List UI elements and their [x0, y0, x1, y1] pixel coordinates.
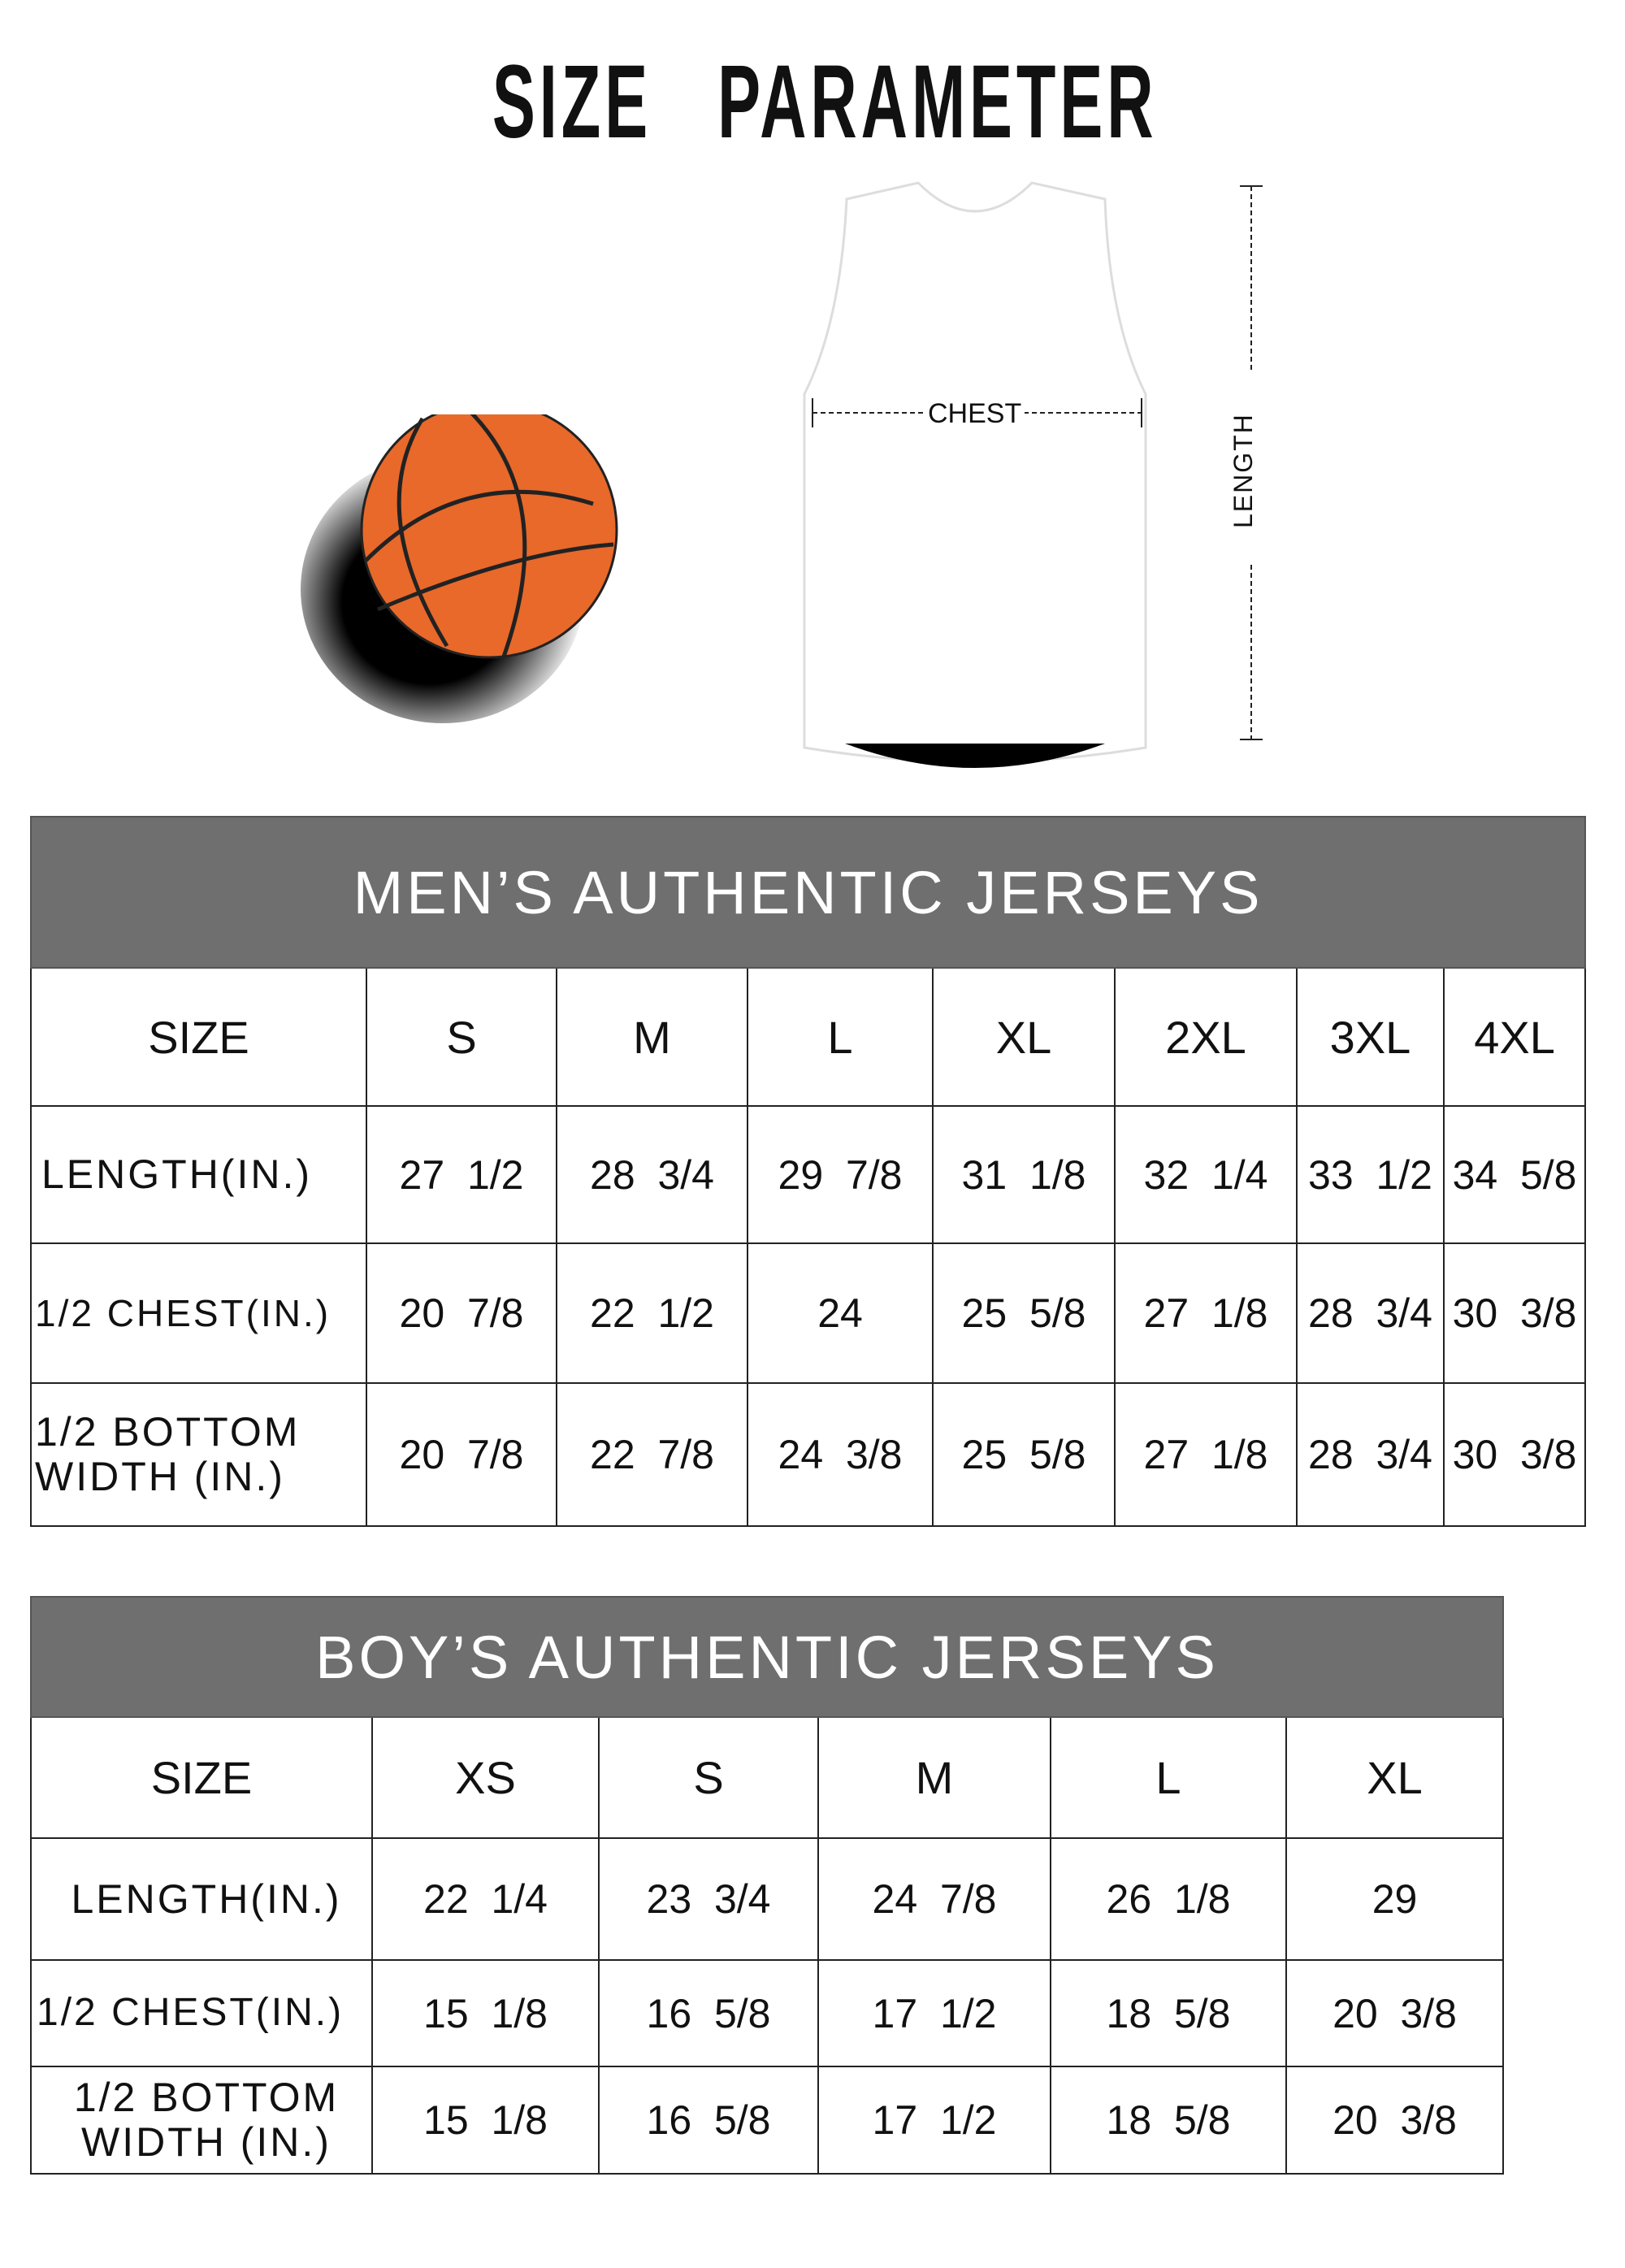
table-cell: 20 3/8 [1285, 1959, 1505, 2067]
table-cell: 29 7/8 [747, 1105, 934, 1244]
table-cell: 15 1/8 [371, 1959, 600, 2067]
column-header: M [817, 1716, 1051, 1839]
row-label: 1/2 CHEST(IN.) [30, 1959, 373, 2067]
column-header: SIZE [30, 967, 367, 1107]
row-label: LENGTH(IN.) [30, 1105, 367, 1244]
table-cell: 24 3/8 [747, 1382, 934, 1527]
table-cell: 15 1/8 [371, 2066, 600, 2175]
table-cell: 22 7/8 [556, 1382, 748, 1527]
table-cell: 20 7/8 [366, 1382, 557, 1527]
mens-size-table: MEN’S AUTHENTIC JERSEYS SIZE S M L XL 2X… [29, 816, 1587, 1527]
basketball-icon [301, 414, 618, 723]
table-cell: 20 7/8 [366, 1242, 557, 1384]
table-cell: 17 1/2 [817, 1959, 1051, 2067]
table-cell: 30 3/8 [1442, 1382, 1587, 1527]
jersey-diagram [803, 181, 1147, 768]
table-cell: 28 3/4 [1296, 1382, 1445, 1527]
length-measure-line [1240, 185, 1263, 740]
column-header: XS [371, 1716, 600, 1839]
row-label: 1/2 BOTTOM WIDTH (IN.) [30, 2066, 373, 2175]
table-cell: 34 5/8 [1442, 1105, 1587, 1244]
table-cell: 18 5/8 [1050, 1959, 1287, 2067]
table-cell: 27 1/8 [1114, 1242, 1298, 1384]
table-cell: 30 3/8 [1442, 1242, 1587, 1384]
table-cell: 23 3/4 [598, 1837, 819, 1961]
chest-label: CHEST [925, 398, 1025, 430]
column-header: L [1050, 1716, 1287, 1839]
table-row: 1/2 BOTTOM WIDTH (IN.) 20 7/8 22 7/8 24 … [30, 1382, 1587, 1527]
row-label: 1/2 CHEST(IN.) [30, 1242, 367, 1384]
table-row: LENGTH(IN.) 27 1/2 28 3/4 29 7/8 31 1/8 … [30, 1105, 1587, 1244]
table-cell: 31 1/8 [932, 1105, 1116, 1244]
table-cell: 32 1/4 [1114, 1105, 1298, 1244]
table-row: 1/2 CHEST(IN.) 15 1/8 16 5/8 17 1/2 18 5… [30, 1959, 1505, 2067]
column-header: 3XL [1296, 967, 1445, 1107]
table-cell: 26 1/8 [1050, 1837, 1287, 1961]
page-title: SIZE PARAMETER [492, 44, 1158, 160]
table-cell: 16 5/8 [598, 2066, 819, 2175]
table-cell: 16 5/8 [598, 1959, 819, 2067]
table-cell: 24 [747, 1242, 934, 1384]
table-cell: 33 1/2 [1296, 1105, 1445, 1244]
table-cell: 17 1/2 [817, 2066, 1051, 2175]
table-cell: 22 1/2 [556, 1242, 748, 1384]
boys-size-table: BOY’S AUTHENTIC JERSEYS SIZE XS S M L XL… [29, 1596, 1505, 2175]
column-header: L [747, 967, 934, 1107]
column-header: S [598, 1716, 819, 1839]
mens-table-heading: MEN’S AUTHENTIC JERSEYS [29, 816, 1587, 969]
column-header: 4XL [1442, 967, 1587, 1107]
table-cell: 29 [1285, 1837, 1505, 1961]
table-cell: 24 7/8 [817, 1837, 1051, 1961]
column-header: M [556, 967, 748, 1107]
table-cell: 28 3/4 [1296, 1242, 1445, 1384]
length-label: LENGTH [1228, 413, 1258, 528]
table-cell: 25 5/8 [932, 1242, 1116, 1384]
table-cell: 22 1/4 [371, 1837, 600, 1961]
row-label: LENGTH(IN.) [30, 1837, 373, 1961]
boys-table-heading: BOY’S AUTHENTIC JERSEYS [29, 1596, 1505, 1718]
column-header: XL [1285, 1716, 1505, 1839]
column-header: S [366, 967, 557, 1107]
table-row: LENGTH(IN.) 22 1/4 23 3/4 24 7/8 26 1/8 … [30, 1837, 1505, 1961]
table-cell: 20 3/8 [1285, 2066, 1505, 2175]
column-header: XL [932, 967, 1116, 1107]
table-cell: 25 5/8 [932, 1382, 1116, 1527]
table-cell: 18 5/8 [1050, 2066, 1287, 2175]
table-cell: 27 1/2 [366, 1105, 557, 1244]
column-header: SIZE [30, 1716, 373, 1839]
table-row: 1/2 BOTTOM WIDTH (IN.) 15 1/8 16 5/8 17 … [30, 2066, 1505, 2175]
table-row: 1/2 CHEST(IN.) 20 7/8 22 1/2 24 25 5/8 2… [30, 1242, 1587, 1384]
table-cell: 28 3/4 [556, 1105, 748, 1244]
column-header: 2XL [1114, 967, 1298, 1107]
row-label: 1/2 BOTTOM WIDTH (IN.) [30, 1382, 367, 1527]
table-cell: 27 1/8 [1114, 1382, 1298, 1527]
